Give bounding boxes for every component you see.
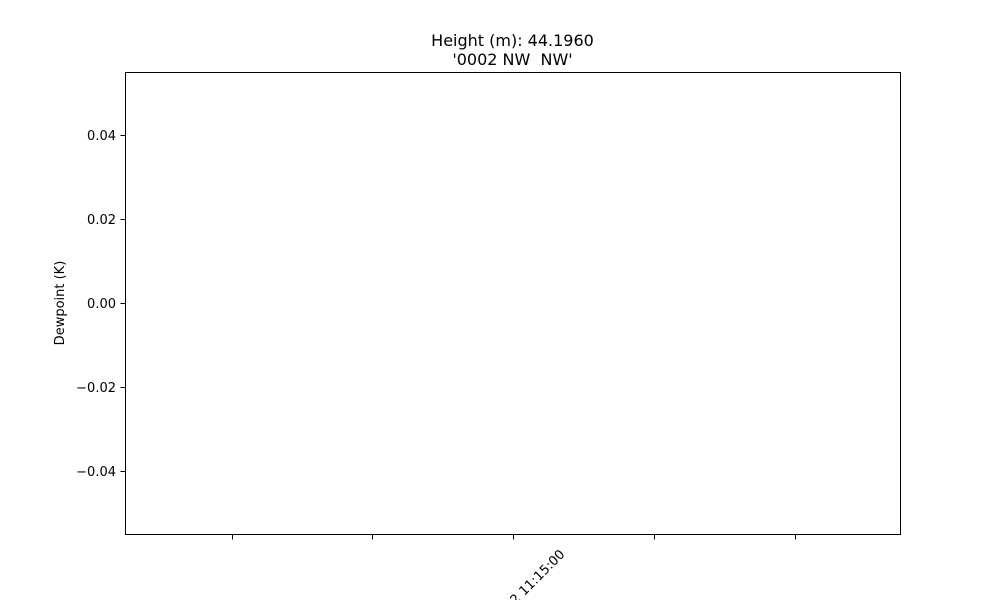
y-tick-label: −0.02 (76, 381, 116, 396)
x-axis: 2 11:15:00 (232, 534, 796, 600)
x-tick-label: 2 11:15:00 (508, 547, 569, 600)
chart-title-line-1: Height (m): 44.1960 (431, 31, 594, 50)
y-tick-label: 0.02 (87, 213, 116, 228)
y-axis: −0.04 −0.02 0.00 0.02 0.04 (76, 129, 126, 480)
y-tick-label: 0.00 (87, 297, 116, 312)
chart-title-line-2: '0002 NW NW' (452, 50, 573, 69)
y-tick-label: −0.04 (76, 465, 116, 480)
plot-area-frame (125, 72, 901, 535)
y-tick-label: 0.04 (87, 129, 116, 144)
y-axis-label: Dewpoint (K) (53, 261, 68, 346)
